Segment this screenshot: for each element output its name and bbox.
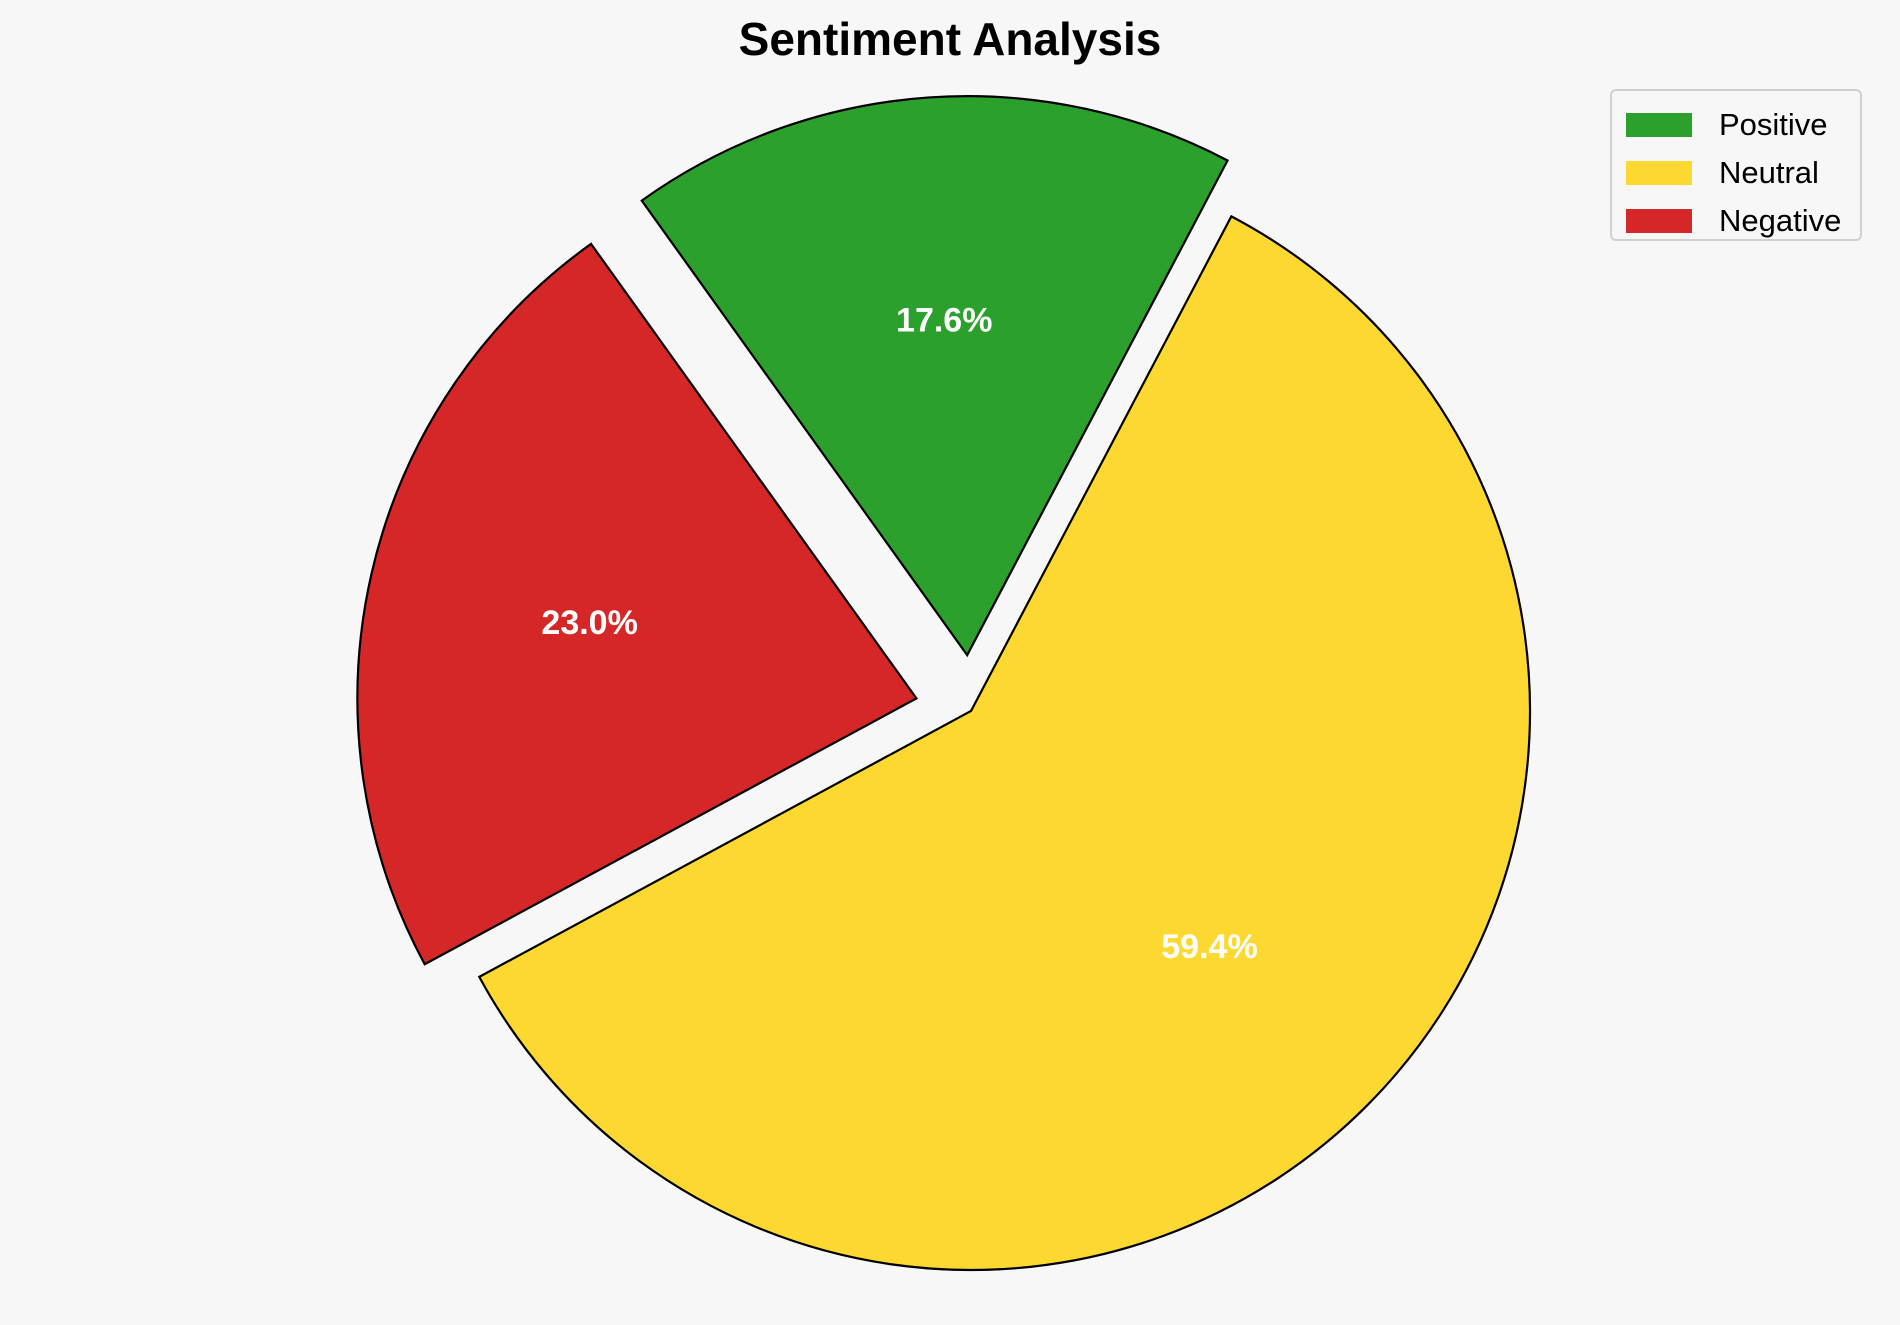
slice-label-negative: 23.0% bbox=[541, 604, 637, 642]
legend-item-negative: Negative bbox=[1612, 197, 1860, 245]
chart-title: Sentiment Analysis bbox=[738, 13, 1162, 65]
slice-label-positive: 17.6% bbox=[896, 302, 992, 340]
slice-label-neutral: 59.4% bbox=[1161, 928, 1257, 966]
legend-item-neutral: Neutral bbox=[1612, 149, 1860, 197]
legend-swatch-neutral bbox=[1626, 161, 1692, 185]
legend-swatch-negative bbox=[1626, 209, 1692, 233]
legend-swatch-positive bbox=[1626, 113, 1692, 137]
pie-slice-negative bbox=[356, 242, 919, 966]
pie-slice-neutral bbox=[477, 214, 1532, 1272]
legend-item-positive: Positive bbox=[1612, 101, 1860, 149]
legend-label-neutral: Neutral bbox=[1719, 155, 1819, 190]
pie-slice-positive bbox=[640, 95, 1230, 658]
legend-label-positive: Positive bbox=[1719, 107, 1828, 142]
legend: Positive Neutral Negative bbox=[1610, 89, 1862, 241]
legend-label-negative: Negative bbox=[1719, 203, 1842, 238]
